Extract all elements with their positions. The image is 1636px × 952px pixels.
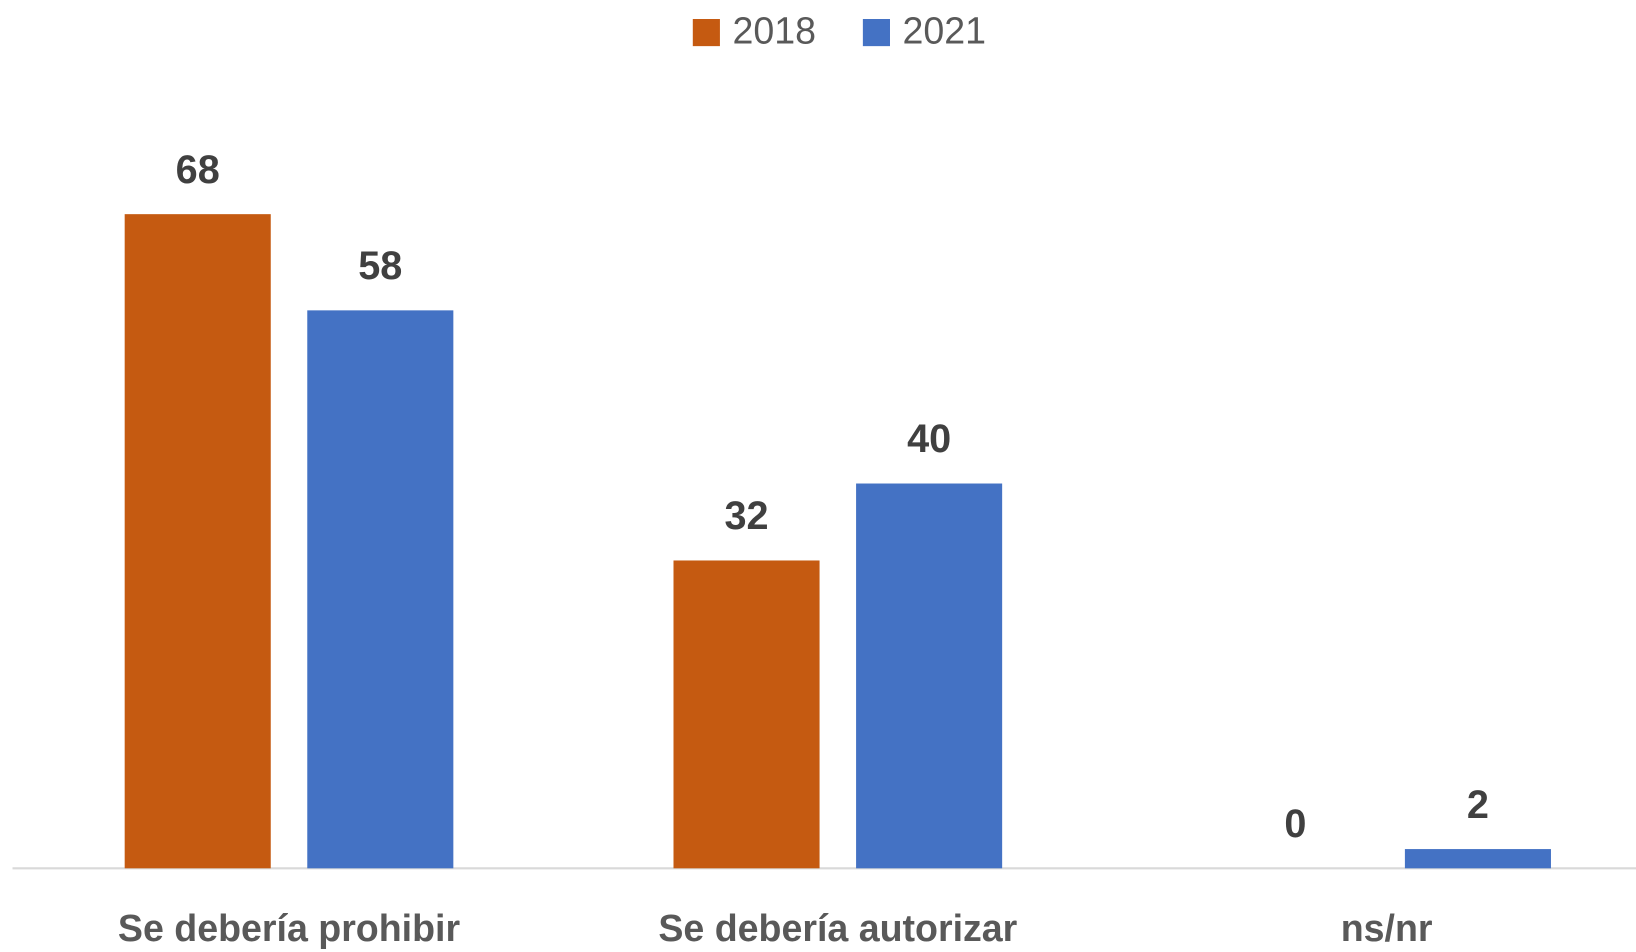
bar bbox=[307, 310, 454, 869]
x-tick-label: ns/nr bbox=[1341, 907, 1433, 949]
legend-label: 2021 bbox=[903, 10, 987, 52]
value-label: 0 bbox=[1284, 802, 1306, 846]
bar bbox=[856, 483, 1003, 869]
bar bbox=[124, 214, 271, 869]
x-tick-label: Se debería prohibir bbox=[118, 907, 461, 949]
bar bbox=[1404, 849, 1551, 869]
x-tick-label: Se debería autorizar bbox=[658, 907, 1017, 949]
legend-swatch bbox=[692, 19, 720, 47]
legend-label: 2018 bbox=[732, 10, 816, 52]
value-label: 40 bbox=[907, 417, 951, 461]
value-label: 32 bbox=[724, 494, 768, 538]
value-label: 58 bbox=[358, 244, 402, 288]
legend-swatch bbox=[862, 19, 890, 47]
value-label: 2 bbox=[1467, 783, 1489, 827]
value-label: 68 bbox=[176, 148, 220, 192]
bar bbox=[673, 560, 820, 869]
